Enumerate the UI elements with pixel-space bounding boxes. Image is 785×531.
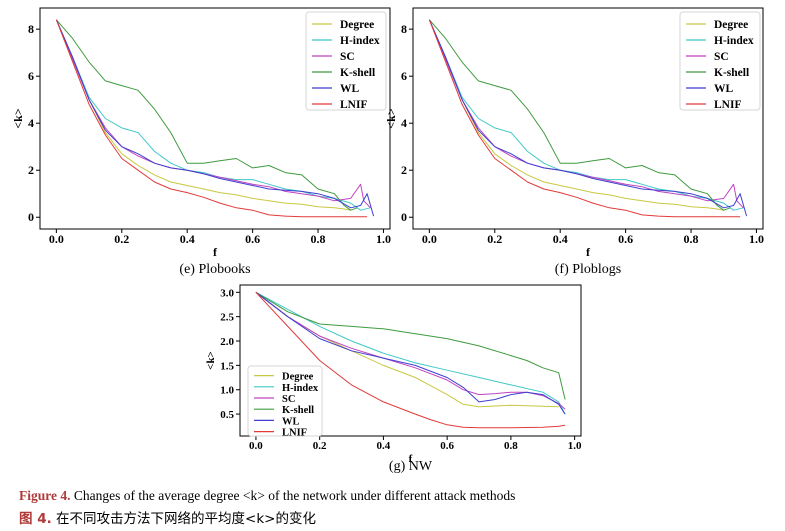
x-axis-label: f <box>586 245 591 259</box>
series-line-lnif <box>428 19 741 218</box>
series-line-sc <box>255 291 566 410</box>
x-axis-label: f <box>213 245 218 259</box>
y-tick-label: 8 <box>401 22 407 36</box>
y-axis-label: <k> <box>11 108 25 129</box>
legend-label: H-index <box>340 35 380 47</box>
plot-frame <box>412 7 764 230</box>
x-axis-label: f <box>409 453 413 465</box>
legend-label: LNIF <box>714 99 741 111</box>
legend-label: SC <box>340 51 355 63</box>
plot-frame <box>239 284 582 437</box>
legend-box <box>247 365 323 437</box>
y-tick-label: 4 <box>401 116 407 130</box>
legend-label: LNIF <box>282 428 307 439</box>
legend-label: K-shell <box>714 67 749 79</box>
y-tick-label: 6 <box>28 69 34 83</box>
series-line-k-shell <box>429 19 731 211</box>
figure-caption-english: Figure 4. Changes of the average degree … <box>19 488 515 504</box>
series-line-wl <box>55 19 375 217</box>
figure-caption-chinese: 图 4. 在不同攻击方法下网络的平均度<k>的变化 <box>19 507 316 527</box>
legend-box <box>305 11 387 111</box>
x-tick-label: 0.4 <box>377 440 391 452</box>
x-tick-label: 0.2 <box>114 232 129 246</box>
caption-text-en: Changes of the average degree <k> of the… <box>70 488 516 503</box>
plot-frame <box>39 7 391 230</box>
x-tick-label: 1.0 <box>376 232 391 246</box>
series-line-wl <box>428 19 748 217</box>
chart-subtitle: (g) NW <box>389 459 433 474</box>
legend-label: WL <box>714 83 734 95</box>
series-line-h-index <box>255 291 566 415</box>
legend-label: Degree <box>282 372 314 383</box>
series-line-degree <box>428 19 724 211</box>
x-tick-label: 0.6 <box>440 440 454 452</box>
y-tick-label: 0 <box>401 210 407 224</box>
legend: Degree H-index SC K-shell WL LNIF <box>679 11 761 111</box>
chart-e-plobooks: 0.0 0.2 0.4 0.6 0.8 1.0 0 2 4 6 8 f <k> Degree H-index… <box>11 7 391 277</box>
series-line-k-shell <box>56 19 358 211</box>
legend-label: K-shell <box>340 67 375 79</box>
y-tick-label: 4 <box>28 116 34 130</box>
legend-label: SC <box>282 394 295 405</box>
legend-label: Degree <box>340 19 374 31</box>
x-tick-label: 0.6 <box>618 232 633 246</box>
y-tick-label: 0.5 <box>220 409 234 421</box>
y-tick-label: 0 <box>28 210 34 224</box>
legend-label: Degree <box>714 19 748 31</box>
legend: Degree H-index SC K-shell WL LNIF <box>305 11 387 111</box>
caption-text-zh: 在不同攻击方法下网络的平均度<k>的变化 <box>51 511 316 527</box>
y-tick-label: 2 <box>401 163 407 177</box>
series-line-lnif <box>55 19 368 218</box>
x-tick-label: 0.8 <box>311 232 326 246</box>
y-tick-label: 6 <box>401 69 407 83</box>
x-tick-label: 0.0 <box>249 440 263 452</box>
legend-label: LNIF <box>340 99 367 111</box>
x-tick-label: 0.0 <box>49 232 64 246</box>
y-axis-label: <k> <box>205 351 217 370</box>
x-tick-label: 0.0 <box>422 232 437 246</box>
x-tick-label: 0.8 <box>504 440 518 452</box>
series-line-wl <box>255 291 566 415</box>
legend-label: WL <box>282 416 300 427</box>
y-tick-label: 8 <box>28 22 34 36</box>
y-tick-label: 2.5 <box>220 312 234 324</box>
y-axis-label: <k> <box>384 108 398 129</box>
series-line-sc <box>55 19 371 209</box>
legend-box <box>679 11 761 111</box>
chart-subtitle: (e) Plobooks <box>179 262 250 277</box>
legend-label: WL <box>340 83 360 95</box>
y-tick-label: 1.0 <box>220 385 234 397</box>
legend-label: H-index <box>282 383 319 394</box>
series-line-sc <box>428 19 744 209</box>
y-tick-label: 2.0 <box>220 336 234 348</box>
legend-label: SC <box>714 51 729 63</box>
x-tick-label: 0.2 <box>487 232 502 246</box>
x-tick-label: 0.2 <box>313 440 327 452</box>
series-line-lnif <box>255 291 566 429</box>
y-tick-label: 3.0 <box>220 287 234 299</box>
y-tick-label: 2 <box>28 163 34 177</box>
x-tick-label: 1.0 <box>568 440 582 452</box>
figure-number-en: Figure 4. <box>19 488 71 503</box>
x-tick-label: 0.4 <box>553 232 568 246</box>
x-tick-label: 1.0 <box>749 232 764 246</box>
series-line-k-shell <box>255 291 566 400</box>
x-tick-label: 0.6 <box>245 232 260 246</box>
legend-label: K-shell <box>282 405 314 416</box>
x-tick-label: 0.8 <box>684 232 699 246</box>
chart-g-nw: 0.0 0.2 0.4 0.6 0.8 1.0 0.5 1.0 1.5 2.0 2.5 3.0 f <k>… <box>205 284 582 474</box>
legend-label: H-index <box>714 35 754 47</box>
chart-subtitle: (f) Ploblogs <box>555 262 622 277</box>
series-line-degree <box>55 19 351 211</box>
figure-number-zh: 图 4. <box>19 511 52 527</box>
y-tick-label: 1.5 <box>220 360 234 372</box>
x-tick-label: 0.4 <box>180 232 195 246</box>
chart-f-ploblogs: 0.0 0.2 0.4 0.6 0.8 1.0 0 2 4 6 8 f <k> Degree H-index… <box>384 7 764 277</box>
